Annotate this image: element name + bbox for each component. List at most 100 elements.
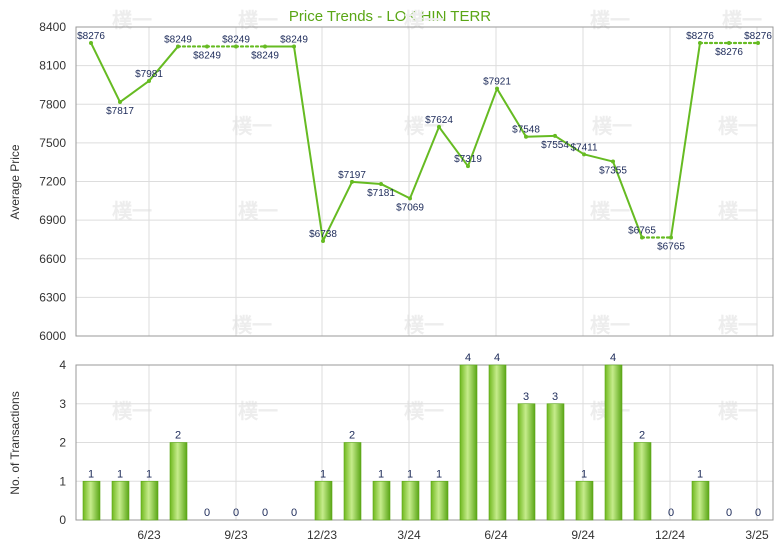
- transaction-bar: [111, 480, 130, 521]
- transaction-count-label: 1: [320, 468, 326, 480]
- watermark-text: 樸一: [238, 8, 278, 32]
- transaction-bar: [691, 480, 710, 521]
- watermark-text: 樸一: [718, 199, 758, 223]
- price-line-segment: [90, 41, 121, 104]
- transactions-y-tick: 2: [59, 436, 66, 450]
- price-point: [147, 78, 151, 83]
- transactions-y-tick: 1: [59, 474, 66, 488]
- price-line-segment: [554, 134, 585, 156]
- watermark-text: 樸一: [238, 199, 278, 223]
- transaction-bar: [575, 480, 594, 521]
- transaction-count-label: 0: [262, 507, 268, 519]
- price-point: [553, 133, 557, 138]
- price-label: $8276: [744, 31, 772, 42]
- x-tick-label: 6/24: [484, 528, 508, 542]
- transaction-bar: [633, 442, 652, 521]
- watermark-text: 樸一: [592, 114, 632, 138]
- price-label: $6765: [628, 226, 656, 237]
- price-line-segment: [119, 79, 150, 104]
- price-point: [582, 152, 586, 157]
- transactions-plot-frame: [75, 364, 774, 521]
- transaction-count-label: 4: [494, 352, 500, 364]
- transaction-bar: [546, 403, 565, 521]
- transaction-bar: [343, 442, 362, 521]
- transaction-count-label: 1: [117, 468, 123, 480]
- price-label: $7921: [483, 77, 511, 88]
- x-tick-label: 9/24: [571, 528, 595, 542]
- watermark-text: 樸一: [718, 313, 758, 337]
- price-label: $8276: [77, 31, 105, 42]
- transaction-count-label: 4: [610, 352, 616, 364]
- watermark-text: 樸一: [590, 8, 630, 32]
- price-label: $8249: [193, 50, 221, 61]
- price-line-segment: [322, 180, 353, 242]
- price-point: [669, 235, 673, 240]
- transaction-count-label: 3: [552, 391, 558, 403]
- transaction-bar: [82, 480, 101, 521]
- transaction-bar: [140, 480, 159, 521]
- x-tick-label: 9/23: [224, 528, 248, 542]
- x-tick-label: 3/25: [745, 528, 769, 542]
- watermark-text: 樸一: [112, 199, 152, 223]
- transaction-count-label: 4: [465, 352, 471, 364]
- price-point: [350, 179, 354, 184]
- transaction-count-label: 0: [233, 507, 239, 519]
- transactions-y-tick: 3: [59, 397, 66, 411]
- price-line-segment: [409, 125, 440, 200]
- transaction-count-label: 2: [175, 430, 181, 442]
- price-point: [756, 40, 760, 45]
- price-label: $7197: [338, 170, 366, 181]
- watermark-text: 樸一: [112, 8, 152, 32]
- price-y-tick: 8400: [39, 20, 66, 34]
- price-line-segment: [380, 182, 411, 200]
- price-line-segment: [467, 87, 498, 168]
- watermark-text: 樸一: [718, 114, 758, 138]
- transaction-count-label: 1: [697, 468, 703, 480]
- transaction-bar: [401, 480, 420, 521]
- price-point: [379, 181, 383, 186]
- x-tick-label: 3/24: [397, 528, 421, 542]
- transaction-count-label: 2: [639, 430, 645, 442]
- price-point: [466, 164, 470, 169]
- data-labels: 1 1 1 2 0 0 0 0 1 2 1 1 1 4 4 3 3 1 4 2 0 1 0 0 $8276 $7817 $7981 $…: [77, 31, 772, 519]
- price-label: $7181: [367, 188, 395, 199]
- chart-title: Price Trends - LOK HIN TERR: [289, 8, 491, 25]
- price-label: $7981: [135, 69, 163, 80]
- transaction-count-label: 0: [755, 507, 761, 519]
- price-point: [495, 86, 499, 91]
- transaction-count-label: 3: [523, 391, 529, 403]
- watermark-text: 樸一: [718, 399, 758, 423]
- transactions-y-tick: 4: [59, 358, 66, 372]
- transaction-count-label: 1: [146, 468, 152, 480]
- transaction-bar: [372, 480, 391, 521]
- transactions-y-tick: 0: [59, 513, 66, 527]
- price-point: [176, 44, 180, 49]
- x-tick-label: 12/23: [307, 528, 337, 542]
- price-point: [408, 196, 412, 201]
- price-y-tick: 6600: [39, 252, 66, 266]
- x-tick-label: 6/23: [137, 528, 161, 542]
- price-label: $8249: [280, 34, 308, 45]
- price-line-segment: [496, 87, 527, 138]
- watermark-text: 樸一: [404, 8, 444, 32]
- price-line-segment: [438, 125, 469, 168]
- price-line-segment: [293, 45, 324, 242]
- x-tick-labels: 6/23 9/23 12/23 3/24 6/24 9/24 12/24 3/25: [137, 528, 769, 542]
- price-line-segment: [583, 153, 614, 163]
- price-point: [321, 238, 325, 243]
- price-y-tick: 8100: [39, 59, 66, 73]
- transaction-count-label: 1: [407, 468, 413, 480]
- price-label: $8249: [164, 34, 192, 45]
- price-label: $7411: [570, 142, 598, 153]
- price-line-segment: [525, 134, 556, 138]
- price-axis-title: Average Price: [8, 144, 22, 219]
- price-label: $8249: [251, 50, 279, 61]
- price-label: $7554: [541, 140, 569, 151]
- watermark-text: 樸一: [232, 313, 272, 337]
- price-point: [437, 124, 441, 129]
- price-label: $7624: [425, 115, 453, 126]
- price-y-tick: 6900: [39, 213, 66, 227]
- price-point: [611, 159, 615, 164]
- price-point: [234, 44, 238, 49]
